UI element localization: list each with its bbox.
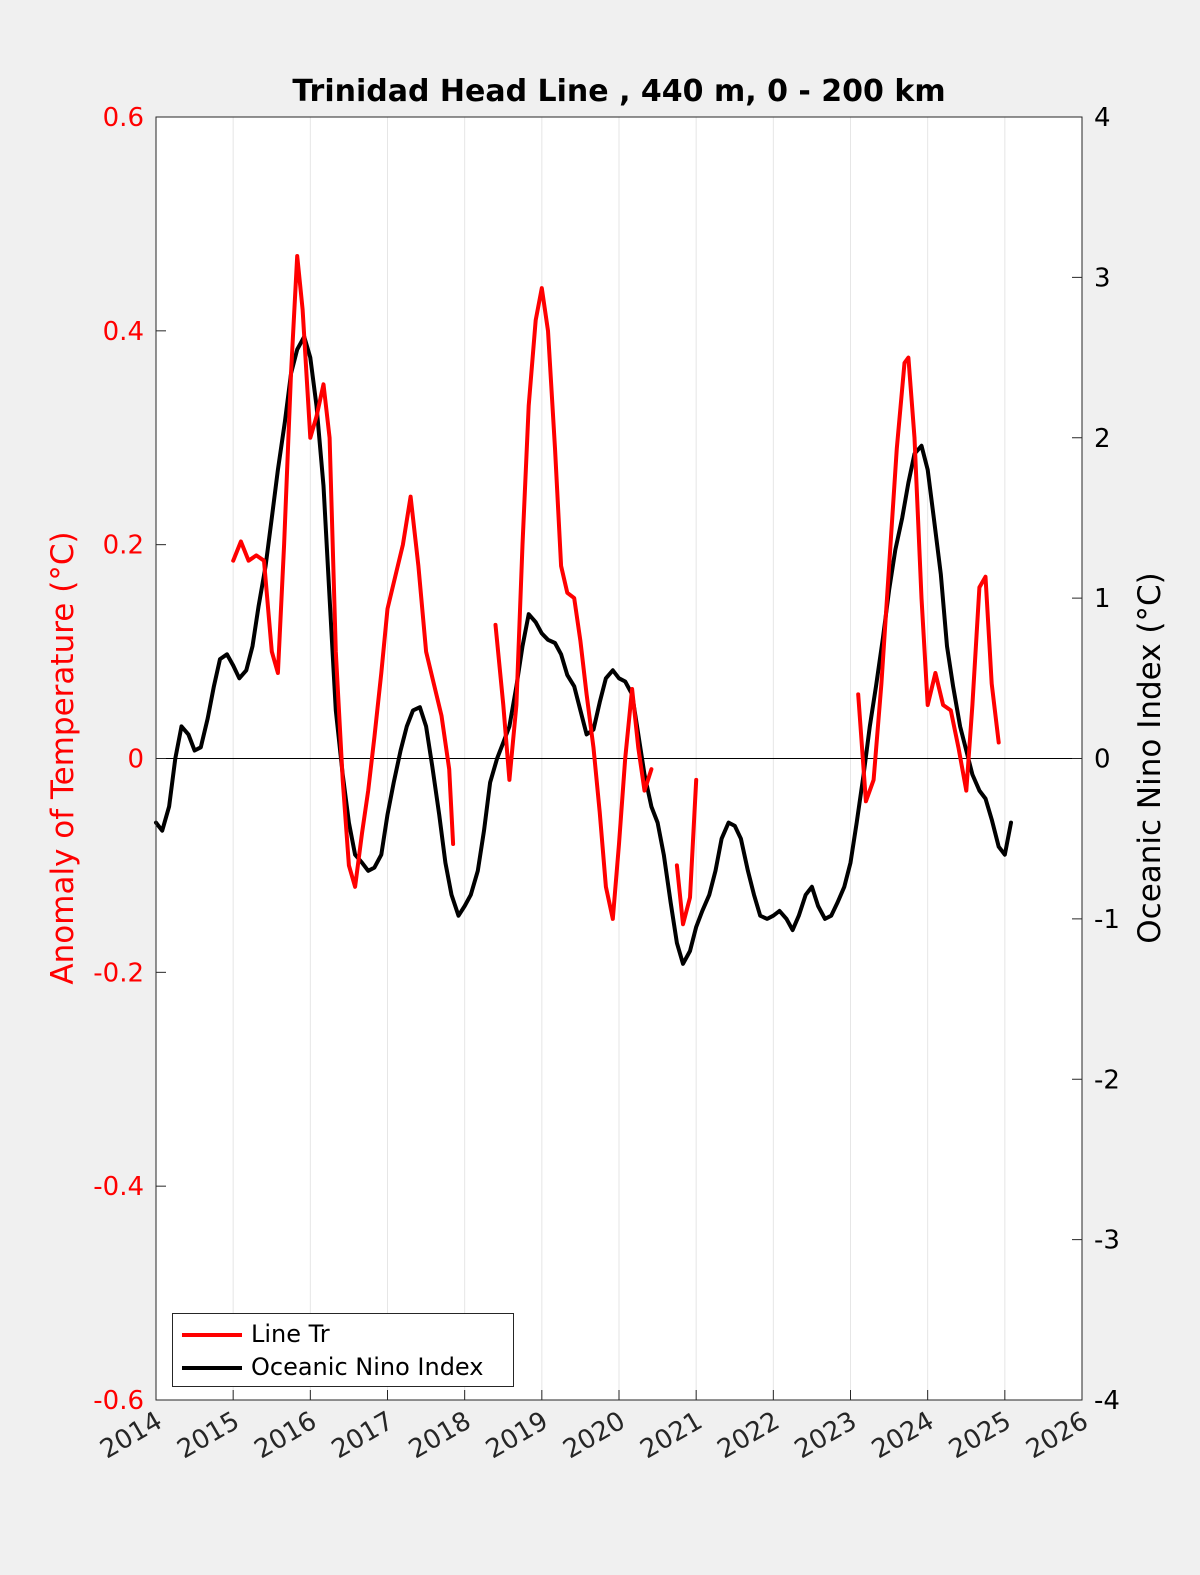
legend-swatch-line-tr — [182, 1333, 242, 1337]
x-tick-label: 2023 — [790, 1406, 862, 1465]
y-right-axis-label: Oceanic Nino Index (°C) — [1132, 572, 1168, 943]
x-tick-labels: 2014 2015 2016 2017 2018 2019 2020 2021 2022 2023… — [95, 1406, 1093, 1465]
line-tr-series-segment — [493, 286, 654, 921]
y-right-tick-label: 1 — [1094, 584, 1111, 614]
y-left-tick-labels: -0.6 -0.4 -0.2 0 0.2 0.4 0.6 — [93, 103, 144, 1416]
y-left-tick-label: 0 — [127, 745, 144, 775]
y-right-tick-label: 4 — [1094, 103, 1111, 133]
y-right-tick-label: 0 — [1094, 745, 1111, 775]
legend-item-line-tr: Line Tr — [173, 1317, 513, 1351]
y-right-tick-label: -2 — [1094, 1065, 1120, 1095]
y-left-tick-label: -0.4 — [93, 1172, 144, 1202]
x-tick-label: 2017 — [327, 1406, 399, 1465]
axis-ticks — [155, 116, 1083, 1401]
x-tick-label: 2025 — [944, 1406, 1016, 1465]
y-right-tick-label: 2 — [1094, 424, 1111, 454]
y-left-tick-label: 0.6 — [103, 103, 144, 133]
y-right-tick-label: 3 — [1094, 263, 1111, 293]
line-tr-series-segment — [231, 254, 456, 889]
y-right-tick-label: -3 — [1094, 1226, 1120, 1256]
legend: Line Tr Oceanic Nino Index — [172, 1313, 514, 1387]
x-tick-label: 2019 — [481, 1406, 553, 1465]
y-left-tick-label: -0.6 — [93, 1386, 144, 1416]
y-right-tick-label: -4 — [1094, 1386, 1120, 1416]
x-tick-label: 2022 — [713, 1406, 785, 1465]
oni-series-segment — [154, 334, 1013, 966]
y-right-tick-label: -1 — [1094, 905, 1120, 935]
legend-label-line-tr: Line Tr — [251, 1320, 330, 1348]
x-tick-label: 2021 — [635, 1406, 707, 1465]
legend-item-oni: Oceanic Nino Index — [173, 1350, 513, 1384]
y-right-tick-labels: -4 -3 -2 -1 0 1 2 3 4 — [1094, 103, 1120, 1416]
x-tick-label: 2016 — [250, 1406, 322, 1465]
x-tick-label: 2026 — [1021, 1406, 1093, 1465]
line-tr-series-segment — [856, 355, 1001, 804]
y-left-tick-label: 0.4 — [103, 317, 144, 347]
series-layer — [154, 254, 1013, 966]
x-tick-label: 2018 — [404, 1406, 476, 1465]
legend-swatch-oni — [182, 1366, 242, 1370]
x-tick-label: 2024 — [867, 1406, 939, 1465]
y-left-axis-label: Anomaly of Temperature (°C) — [45, 531, 81, 984]
y-left-tick-label: -0.2 — [93, 958, 144, 988]
y-left-tick-label: 0.2 — [103, 531, 144, 561]
chart-title: Trinidad Head Line , 440 m, 0 - 200 km — [292, 74, 945, 109]
x-tick-label: 2015 — [172, 1406, 244, 1465]
line-tr-series-segment — [674, 777, 699, 927]
x-tick-label: 2020 — [558, 1406, 630, 1465]
legend-label-oni: Oceanic Nino Index — [251, 1353, 484, 1381]
